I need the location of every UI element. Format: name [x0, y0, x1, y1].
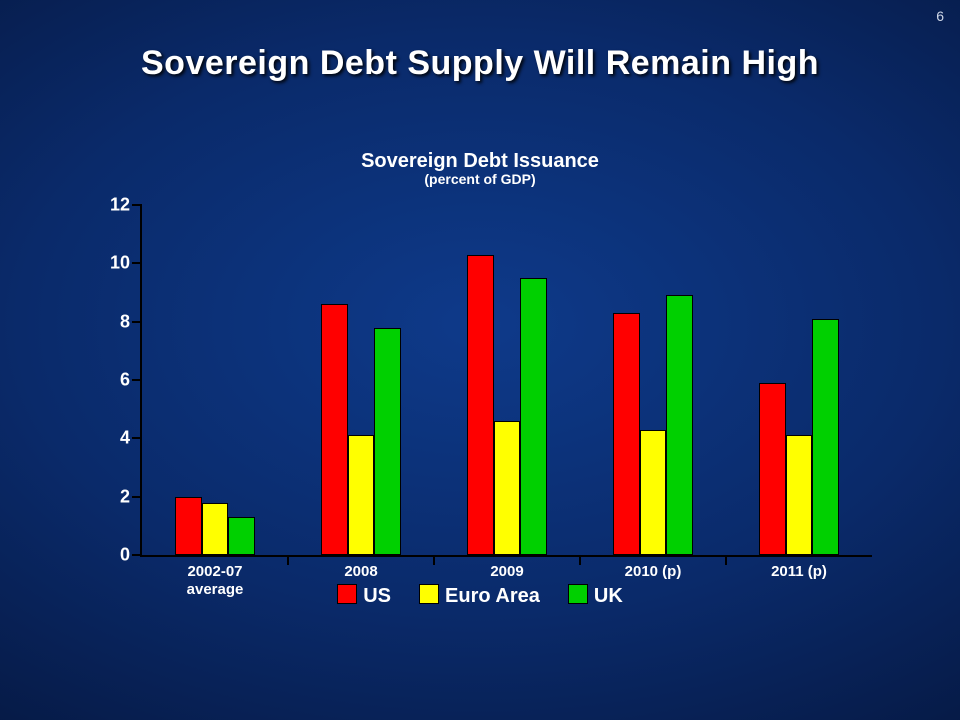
bar-euro-area [494, 421, 521, 555]
chart-container: Sovereign Debt Issuance (percent of GDP)… [80, 150, 880, 620]
bar-us [467, 255, 494, 555]
bar-us [321, 304, 348, 555]
bar-uk [812, 319, 839, 555]
y-axis-label: 10 [80, 253, 130, 274]
y-tick [132, 379, 142, 381]
y-tick [132, 321, 142, 323]
bar-us [759, 383, 786, 555]
legend-swatch [568, 584, 588, 604]
slide-title: Sovereign Debt Supply Will Remain High [0, 44, 960, 83]
x-tick [725, 555, 727, 565]
bar-us [175, 497, 202, 555]
bar-euro-area [202, 503, 229, 556]
bar-uk [228, 517, 255, 555]
y-tick [132, 437, 142, 439]
legend-label: US [363, 585, 391, 607]
y-axis-label: 12 [80, 195, 130, 216]
chart-title: Sovereign Debt Issuance [80, 150, 880, 173]
y-tick [132, 496, 142, 498]
slide: 6 Sovereign Debt Supply Will Remain High… [0, 0, 960, 720]
bar-uk [520, 278, 547, 555]
legend-swatch [337, 584, 357, 604]
bar-euro-area [786, 435, 813, 555]
x-tick [287, 555, 289, 565]
bar-us [613, 313, 640, 555]
bar-uk [666, 295, 693, 555]
x-tick [579, 555, 581, 565]
bar-uk [374, 328, 401, 556]
y-axis-label: 6 [80, 370, 130, 391]
x-axis-label: 2009 [490, 563, 523, 581]
legend-item-euro-area: Euro Area [419, 584, 540, 608]
y-axis-label: 0 [80, 545, 130, 566]
x-axis-label: 2010 (p) [625, 563, 682, 581]
y-tick [132, 262, 142, 264]
legend-label: UK [594, 585, 623, 607]
y-tick [132, 204, 142, 206]
bar-euro-area [348, 435, 375, 555]
chart-plot-area: 0246810122002-07 average200820092010 (p)… [140, 205, 872, 557]
y-axis-label: 4 [80, 428, 130, 449]
chart-subtitle: (percent of GDP) [80, 171, 880, 187]
chart-legend: US Euro Area UK [80, 584, 880, 608]
legend-item-us: US [337, 584, 391, 608]
x-tick [433, 555, 435, 565]
bar-euro-area [640, 430, 667, 555]
y-axis-label: 8 [80, 311, 130, 332]
x-axis-label: 2008 [344, 563, 377, 581]
legend-swatch [419, 584, 439, 604]
y-axis-label: 2 [80, 486, 130, 507]
legend-item-uk: UK [568, 584, 623, 608]
x-axis-label: 2011 (p) [771, 563, 827, 581]
legend-label: Euro Area [445, 585, 540, 607]
y-tick [132, 554, 142, 556]
page-number: 6 [936, 8, 944, 24]
